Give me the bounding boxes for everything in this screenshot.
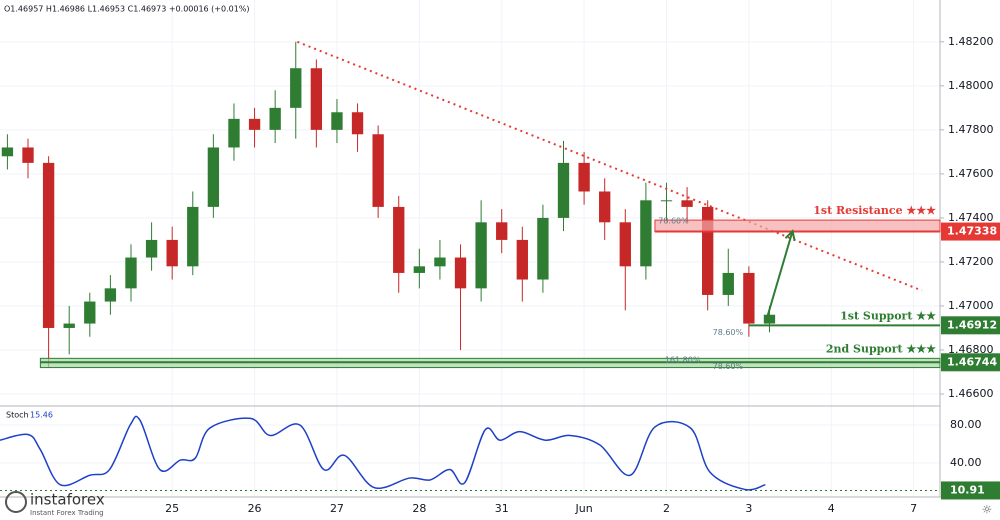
candle-body [702, 206, 714, 295]
price-label: 1.47338 [947, 225, 997, 238]
candle-body [228, 118, 240, 148]
price-label-box [941, 353, 1000, 372]
level-name: 1st Support ★★ [840, 309, 936, 322]
candle-body [537, 217, 549, 280]
candle-body [42, 162, 55, 328]
arrow-head [784, 229, 796, 242]
y-tick-label: 1.47600 [948, 167, 994, 180]
candle-body [660, 200, 673, 202]
fib-label: 78.60% [713, 328, 744, 337]
x-tick-label: 7 [910, 502, 917, 515]
candle-body [351, 112, 364, 135]
level-name: 2nd Support ★★★ [826, 342, 936, 355]
y-tick-label: 1.46800 [948, 343, 994, 356]
x-tick-label: Jun [575, 502, 593, 515]
stoch-line [0, 415, 766, 491]
candle-body [681, 200, 693, 207]
candle-body [248, 118, 261, 130]
y-tick-label: 1.47000 [948, 299, 994, 312]
x-tick-label: 4 [828, 502, 835, 515]
fib-label: 78.60% [658, 217, 689, 226]
fib-label: 78.60% [713, 362, 744, 371]
candle-body [269, 107, 281, 130]
y-tick-label: 40.00 [950, 456, 982, 469]
candle-body [496, 222, 508, 240]
price-label-box [941, 316, 1000, 335]
candle-body [63, 323, 75, 328]
trendline [297, 40, 923, 292]
ohlc-header: O1.46957 H1.46986 L1.46953 C1.46973 +0.0… [4, 5, 250, 14]
plot [0, 0, 940, 497]
stoch-current: 15.46 [30, 411, 53, 420]
candle-body [331, 112, 343, 130]
x-tick-label: 2 [663, 502, 670, 515]
candle-body [475, 222, 487, 289]
candle-body [1, 147, 14, 157]
candle-body [290, 68, 302, 108]
stoch-level-box [941, 481, 1000, 500]
stoch-title: Stoch [6, 411, 29, 420]
price-label-box [941, 222, 1000, 241]
candle-body [310, 68, 323, 130]
candle-body [84, 301, 96, 324]
stoch-level-label: 10.91 [950, 483, 985, 496]
y-tick-label: 1.47400 [948, 211, 994, 224]
candle-body [619, 222, 631, 267]
candle-body [454, 257, 467, 289]
candle-body [145, 239, 158, 258]
candle-body [393, 206, 405, 273]
logo: instaforex Instant Forex Trading [5, 491, 105, 517]
y-tick-label: 80.00 [950, 418, 982, 431]
y-tick-label: 1.46600 [948, 387, 994, 400]
price-label: 1.46744 [947, 355, 997, 368]
candle-body [763, 314, 776, 324]
level-name: 1st Resistance ★★★ [813, 204, 936, 217]
x-tick-label: 3 [745, 502, 752, 515]
x-tick-label: 31 [495, 502, 509, 515]
x-tick-label: 27 [330, 502, 344, 515]
candle-body [599, 191, 611, 223]
candle-body [104, 288, 117, 302]
logo-tagline: Instant Forex Trading [30, 509, 104, 517]
x-tick-label: 25 [165, 502, 179, 515]
fib-label: 161.80% [665, 355, 701, 364]
level-zone [654, 219, 941, 233]
candle-body [125, 257, 137, 289]
candle-body [557, 162, 570, 218]
candle-body [743, 272, 755, 324]
candle-body [434, 257, 446, 267]
candle-body [22, 147, 34, 163]
candle-body [722, 272, 734, 295]
candle-body [207, 147, 220, 207]
arrow [764, 230, 794, 324]
logo-name: instaforex [30, 491, 105, 509]
y-tick-label: 1.48200 [948, 35, 994, 48]
y-tick-label: 1.48000 [948, 79, 994, 92]
settings-icon[interactable]: ☼ [982, 503, 993, 517]
candle-body [372, 134, 384, 207]
y-tick-label: 1.47200 [948, 255, 994, 268]
candle-body [187, 206, 199, 267]
y-tick-label: 1.47800 [948, 123, 994, 136]
price-label: 1.46912 [947, 318, 997, 331]
x-tick-label: 28 [412, 502, 426, 515]
candle-body [516, 239, 528, 280]
candle-body [640, 200, 652, 267]
candle-body [166, 239, 178, 267]
x-tick-label: 26 [248, 502, 262, 515]
candle-body [413, 266, 425, 273]
logo-icon [5, 491, 27, 513]
candle-body [578, 162, 590, 192]
